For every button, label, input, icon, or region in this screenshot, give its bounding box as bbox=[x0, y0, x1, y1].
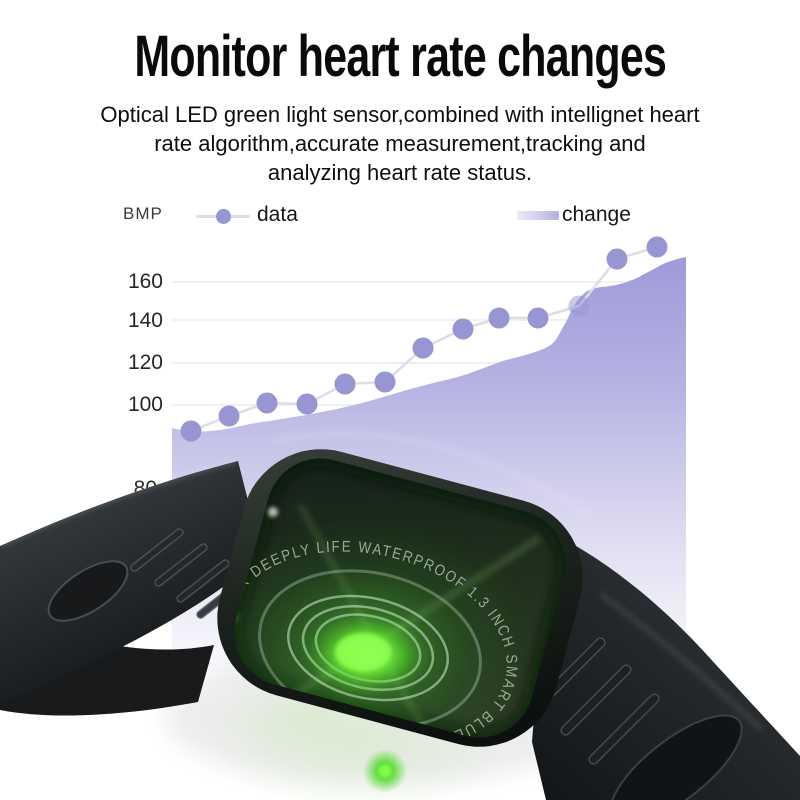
stray-led-dot bbox=[378, 764, 392, 778]
data-points bbox=[180, 236, 668, 442]
y-tick-label: 120 bbox=[128, 351, 163, 374]
left-strap bbox=[0, 460, 262, 716]
y-tick-label: 160 bbox=[128, 270, 163, 293]
right-strap-edge-highlight bbox=[598, 591, 764, 732]
subtitle: Optical LED green light sensor,combined … bbox=[0, 100, 800, 187]
data-point bbox=[488, 307, 510, 329]
data-point bbox=[296, 393, 318, 415]
page-title-text: Monitor heart rate changes bbox=[134, 24, 666, 89]
data-point bbox=[374, 371, 396, 393]
data-point bbox=[334, 373, 356, 395]
legend-change-gradient-marker bbox=[517, 211, 559, 220]
legend-change-label: change bbox=[562, 203, 631, 226]
subtitle-line-3: analyzing heart rate status. bbox=[267, 160, 533, 185]
subtitle-line-1: Optical LED green light sensor,combined … bbox=[100, 102, 700, 127]
data-point bbox=[527, 307, 549, 329]
subtitle-line-2: rate algorithm,accurate measurement,trac… bbox=[154, 131, 646, 156]
case-rim-highlight bbox=[271, 431, 590, 517]
data-point bbox=[452, 318, 474, 340]
chart-legend: BMP data change bbox=[0, 0, 800, 226]
page-title: Monitor heart rate changes bbox=[0, 22, 800, 92]
right-strap-dimple bbox=[609, 714, 743, 800]
data-point bbox=[180, 420, 202, 442]
y-tick-label: 140 bbox=[128, 309, 163, 332]
legend-data-label: data bbox=[257, 203, 298, 226]
y-axis-title: BMP bbox=[123, 204, 163, 223]
smartwatch-back-photo: PEDOMETER DEEPLY LIFE WATERPROOF 1.3 INC… bbox=[0, 431, 800, 800]
data-point bbox=[218, 405, 240, 427]
legend-data-dot-marker bbox=[216, 209, 231, 224]
data-point bbox=[646, 236, 668, 258]
glass-reflection-dot bbox=[268, 507, 278, 517]
sensor-hot-center bbox=[335, 633, 391, 671]
y-tick-label: 100 bbox=[128, 393, 163, 416]
data-point bbox=[412, 337, 434, 359]
data-point bbox=[256, 392, 278, 414]
data-point bbox=[606, 248, 628, 270]
data-point bbox=[568, 295, 590, 317]
left-strap-band bbox=[0, 461, 262, 704]
left-strap-edge-highlight bbox=[1, 460, 237, 547]
left-strap-dimple bbox=[47, 560, 129, 622]
